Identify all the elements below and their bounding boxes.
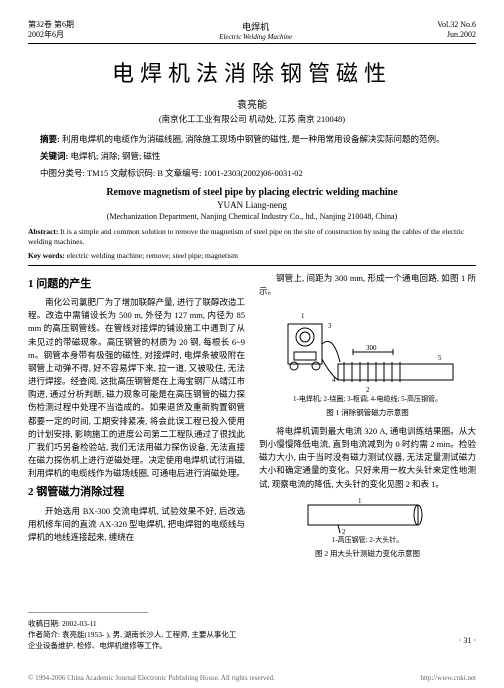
right-top-para: 钢管上, 间距为 300 mm, 形成一个通电回路, 如图 1 所示。: [259, 272, 476, 298]
svg-text:1: 1: [301, 312, 305, 320]
keywords-label: 关键词:: [40, 151, 68, 161]
svg-text:5: 5: [438, 354, 442, 362]
abstract-label: 摘要:: [40, 134, 60, 144]
page-number: · 31 ·: [459, 636, 476, 645]
left-column: 1 问题的产生 南化公司氯肥厂为了增加联醇产量, 进行了联醇改造工程。改造中需铺…: [28, 272, 245, 565]
en-abstract: Abstract: It is a simple and common solu…: [28, 227, 476, 248]
en-abstract-text: It is a simple and common solution to re…: [28, 227, 464, 247]
vol-line-en: Vol.32 No.6: [437, 20, 476, 30]
figure-1-svg: 300 1 2 3 4 5: [278, 304, 458, 394]
footnote-rule: [28, 612, 148, 613]
svg-text:2: 2: [366, 386, 370, 394]
figure-2: 1 2 1-高压钢管; 2-大头针。 图 2 用大头针测磁力变化示意图: [259, 497, 476, 559]
right-mid-para: 将电焊机调到最大电流 320 A, 通电训练结果圈。从大到小慢慢降低电流, 直到…: [259, 425, 476, 491]
svg-text:4: 4: [332, 376, 336, 384]
en-keywords: Key words: electric welding machine; rem…: [28, 251, 476, 262]
section-1-para: 南化公司氯肥厂为了增加联醇产量, 进行了联醇改造工程。改造中需铺设长为 500 …: [28, 296, 245, 480]
vol-line-cn: 第32卷 第6期: [28, 20, 74, 30]
abstract-cn: 摘要: 利用电焊机的电缆作为消磁线圈, 消除施工现场中钢管的磁性, 是一种用常用…: [28, 133, 476, 146]
main-title: 电焊机法消除钢管磁性: [28, 56, 476, 88]
figure-2-parts: 1-高压钢管; 2-大头针。: [259, 535, 476, 546]
figure-1-caption: 图 1 消除钢管磁力示意图: [259, 407, 476, 419]
figure-2-svg: 1 2: [298, 497, 438, 535]
section-2-title: 2 钢管磁力消除过程: [28, 484, 245, 501]
publisher-right: http://www.cnki.net: [420, 674, 476, 682]
en-title: Remove magnetism of steel pipe by placin…: [28, 187, 476, 198]
keywords-cn: 关键词: 电焊机; 消除; 钢管; 磁性: [28, 150, 476, 163]
abstract-text: 利用电焊机的电缆作为消磁线圈, 消除施工现场中钢管的磁性, 是一种用常用设备解决…: [62, 134, 445, 144]
svg-text:1: 1: [358, 497, 362, 505]
svg-text:3: 3: [328, 322, 332, 330]
section-1-title: 1 问题的产生: [28, 276, 245, 293]
page-header: 第32卷 第6期 2002年6月 电焊机 Electric Welding Ma…: [28, 20, 476, 44]
keywords-text: 电焊机; 消除; 钢管; 磁性: [70, 151, 160, 161]
journal-en: Electric Welding Machine: [219, 33, 292, 41]
classification-line: 中图分类号: TM15 文献标识码: B 文章编号: 1001-2303(200…: [28, 167, 476, 179]
figure-1-parts: 1-电焊机; 2-绕圈; 3-枢调; 4-电缆线; 5-高压钢管。: [259, 394, 476, 405]
svg-text:300: 300: [366, 344, 377, 352]
svg-text:2: 2: [342, 528, 346, 535]
journal-cn: 电焊机: [219, 20, 292, 33]
figure-2-caption: 图 2 用大头针测磁力变化示意图: [259, 548, 476, 560]
en-keywords-label: Key words:: [28, 251, 65, 260]
received-date: 收稿日期: 2002-03-11: [28, 618, 97, 629]
figure-1: 300 1 2 3 4 5 1-电焊机; 2-绕圈; 3-枢调; 4-电缆线; …: [259, 304, 476, 418]
body-columns: 1 问题的产生 南化公司氯肥厂为了增加联醇产量, 进行了联醇改造工程。改造中需铺…: [28, 272, 476, 565]
right-column: 钢管上, 间距为 300 mm, 形成一个通电回路, 如图 1 所示。: [259, 272, 476, 565]
section-2-para: 开始选用 BX-300 交流电焊机, 试验效果不好, 后改选用机修车间的直流 A…: [28, 505, 245, 545]
publisher-left: © 1994-2006 China Academic Journal Elect…: [28, 674, 275, 682]
divider: [28, 265, 476, 266]
affiliation: (南京化工工业有限公司 机动处, 江苏 南京 210048): [28, 113, 476, 125]
header-left: 第32卷 第6期 2002年6月: [28, 20, 74, 41]
date-line-cn: 2002年6月: [28, 30, 74, 40]
header-right: Vol.32 No.6 Jun.2002: [437, 20, 476, 41]
author: 袁亮能: [28, 96, 476, 111]
date-line-en: Jun.2002: [437, 30, 476, 40]
en-affiliation: (Mechanization Department, Nanjing Chemi…: [28, 212, 476, 221]
en-keywords-text: electric welding machine; remove; steel …: [67, 251, 238, 260]
publisher-footer: © 1994-2006 China Academic Journal Elect…: [0, 674, 504, 682]
en-abstract-label: Abstract:: [28, 227, 58, 236]
en-author: YUAN Liang-neng: [28, 200, 476, 210]
author-bio: 作者简介: 袁亮能(1953- ), 男, 湖南长沙人, 工程师, 主要从事化工…: [28, 630, 238, 651]
header-center: 电焊机 Electric Welding Machine: [219, 20, 292, 41]
